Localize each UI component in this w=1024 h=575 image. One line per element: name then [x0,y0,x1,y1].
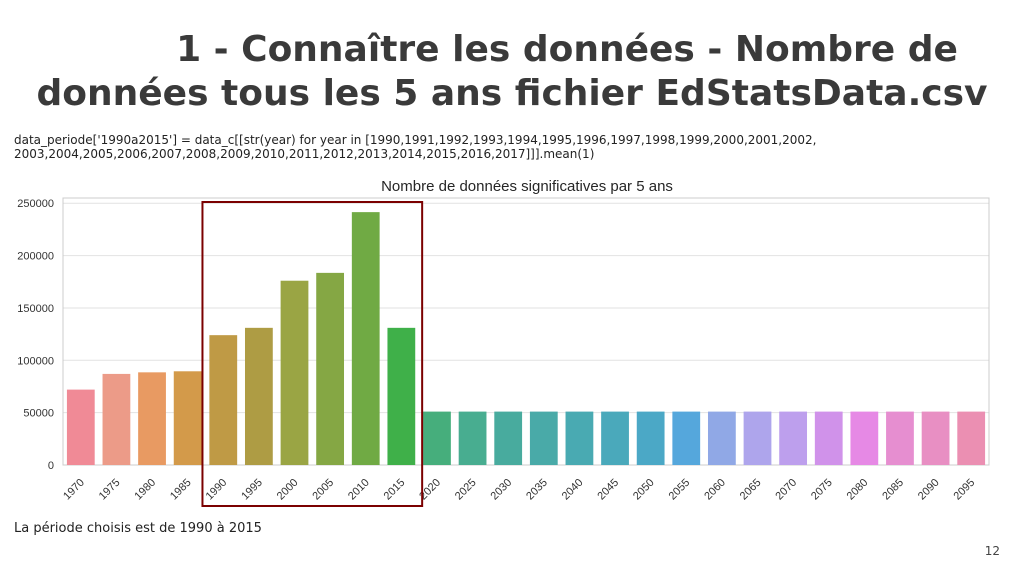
bar-2085 [886,411,914,465]
x-tick-label: 2035 [524,477,550,503]
bar-2055 [672,411,701,465]
bar-2090 [921,411,950,465]
x-tick-label: 1990 [204,477,230,503]
bar-2000 [280,280,309,465]
bar-1980 [138,372,166,465]
x-tick-label: 1970 [61,477,87,503]
bar-2020 [423,411,451,465]
y-tick-label: 50000 [23,408,54,420]
bar-2035 [529,411,558,465]
highlight-box [201,201,424,507]
x-tick-label: 2000 [275,477,301,503]
slide-title-line-2: données tous les 5 ans fichier EdStatsDa… [36,73,988,114]
bar-2005 [316,272,345,465]
x-tick-label: 2015 [382,477,408,503]
bar-2075 [814,411,843,465]
page-number: 12 [984,544,1000,558]
bar-2010 [351,212,380,465]
bar-2060 [707,411,736,465]
bar-1975 [102,373,131,465]
x-tick-label: 2030 [489,477,515,503]
bar-2095 [957,411,986,465]
y-tick-label: 250000 [17,198,54,210]
y-tick-label: 150000 [17,303,54,315]
bar-2025 [458,411,487,465]
bar-2050 [636,411,665,465]
bars [66,212,986,465]
chart-title: Nombre de données significatives par 5 a… [381,178,673,195]
bar-2015 [387,327,416,465]
x-tick-label: 2040 [560,477,586,503]
bar-2040 [565,411,594,465]
x-tick-label: 2010 [346,477,372,503]
bar-2065 [743,411,772,465]
x-tick-label: 2045 [595,477,621,503]
footer-note: La période choisis est de 1990 à 2015 [14,521,262,536]
x-tick-label: 2005 [310,477,336,503]
x-tick-label: 1980 [132,477,158,503]
bar-1985 [173,371,202,465]
x-tick-label: 2080 [845,477,871,503]
x-tick-label: 2055 [667,477,693,503]
x-tick-label: 2070 [773,477,799,503]
code-snippet: data_periode['1990a2015'] = data_c[[str(… [14,133,817,161]
plot-frame [62,197,990,466]
x-tick-label: 1995 [239,477,265,503]
bar-2030 [494,411,523,465]
bar-2070 [779,411,808,465]
slide-title-line-1: 1 - Connaître les données - Nombre de [176,29,958,70]
y-tick-label: 100000 [17,355,54,367]
x-tick-label: 1985 [168,477,194,503]
x-tick-label: 2085 [880,477,906,503]
x-tick-label: 2065 [738,477,764,503]
y-axis: 0 50000 100000 150000 200000 250000 [17,198,54,472]
x-tick-label: 2060 [702,477,728,503]
bar-1990 [209,335,238,465]
x-tick-label: 2050 [631,477,657,503]
x-tick-label: 2095 [952,477,978,503]
bar-1970 [66,389,95,465]
bar-2080 [850,411,879,465]
y-tick-label: 200000 [17,251,54,263]
x-tick-label: 2025 [453,477,479,503]
x-tick-label: 1975 [97,477,123,503]
y-tick-label: 0 [48,460,54,472]
bar-1995 [244,327,273,465]
x-tick-label: 2075 [809,477,835,503]
bar-2045 [601,411,629,465]
slide-title: 1 - Connaître les données - Nombre de do… [0,28,1024,116]
x-tick-label: 2090 [916,477,942,503]
x-axis: 1970 1975 1980 1985 1990 1995 2000 2005 2010 2015… [61,477,977,503]
